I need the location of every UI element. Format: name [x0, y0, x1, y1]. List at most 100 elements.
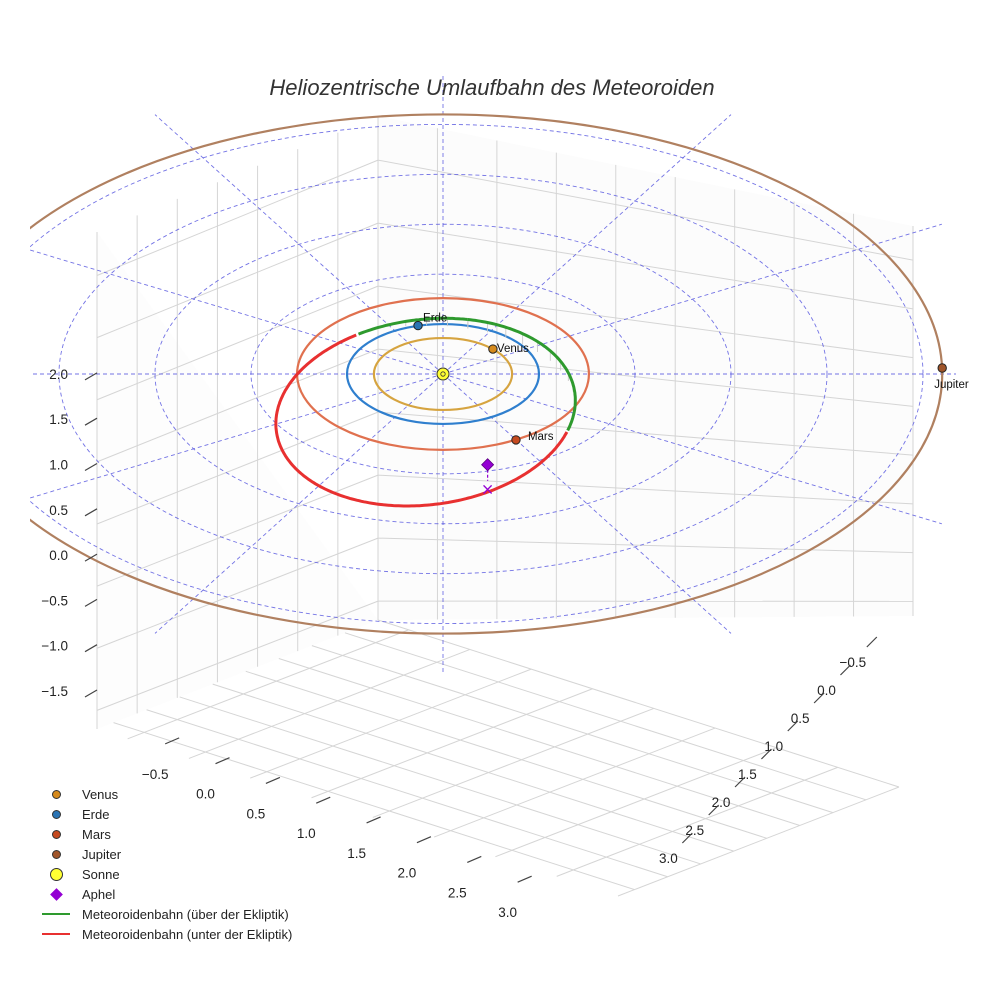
floor-grid-line	[113, 722, 635, 891]
legend-marker	[38, 904, 74, 924]
floor-grid-line	[311, 645, 834, 814]
legend-swatch	[51, 809, 61, 819]
legend-label: Sonne	[82, 866, 120, 882]
y-tick-label: 0.0	[817, 683, 836, 698]
x-tick	[467, 855, 482, 864]
legend-item: Meteoroidenbahn (über der Ekliptik)	[38, 904, 292, 924]
wall-grid-line	[377, 222, 914, 310]
x-tick	[366, 816, 381, 824]
z-tick	[84, 553, 98, 562]
y-tick-label: −0.5	[839, 655, 866, 670]
meteoroid-orbit-below	[274, 333, 569, 508]
floor-grid-line	[179, 696, 701, 865]
y-tick-label: 3.0	[659, 851, 678, 866]
floor-grid-line	[344, 632, 867, 801]
floor-grid-line	[617, 786, 900, 897]
legend-item: Sonne	[38, 864, 292, 884]
legend-label: Mars	[82, 826, 111, 842]
wall-grid-line	[96, 537, 379, 649]
y-tick	[760, 748, 772, 760]
wall-grid-line	[96, 159, 379, 276]
z-tick	[84, 644, 98, 653]
sun-marker	[436, 367, 450, 381]
y-tick	[813, 692, 825, 704]
wall-grid-line	[96, 348, 379, 463]
legend-label: Meteoroidenbahn (über der Ekliptik)	[82, 906, 289, 922]
orbit-erde	[345, 322, 541, 426]
floor-grid-line	[311, 688, 593, 799]
legend-label: Venus	[82, 786, 119, 802]
legend-label: Meteoroidenbahn (unter der Ekliptik)	[82, 926, 293, 942]
y-tick	[708, 804, 720, 816]
x-tick	[215, 757, 230, 765]
side-pane	[97, 232, 378, 729]
x-tick	[164, 737, 180, 745]
meteoroid-orbit	[274, 316, 577, 508]
legend-marker	[38, 924, 74, 944]
legend-swatch	[49, 867, 63, 881]
legend-swatch	[42, 933, 70, 935]
floor-grid-line	[433, 727, 716, 838]
y-tick	[734, 776, 746, 788]
z-tick-label: 2.0	[49, 367, 68, 382]
y-tick	[681, 832, 693, 844]
legend-marker	[38, 884, 74, 904]
planet-label-jupiter: Jupiter	[934, 379, 969, 391]
legend-swatch	[51, 829, 61, 839]
chart-legend: Venus Erde Mars Jupiter Sonne Aphel Meteoroide…	[38, 784, 292, 944]
aphel-marker	[481, 458, 495, 472]
legend-label: Erde	[82, 806, 110, 822]
legend-label: Aphel	[82, 886, 116, 902]
wall-grid-line	[377, 411, 914, 456]
floor-grid-line	[372, 707, 655, 818]
z-tick-label: 1.0	[49, 458, 68, 473]
floor-grid-line	[377, 619, 900, 788]
y-tick-label: 2.0	[712, 795, 731, 810]
legend-marker	[38, 784, 74, 804]
planet-label-erde: Erde	[423, 313, 447, 325]
wall-grid-line	[377, 348, 914, 407]
planet-venus	[488, 344, 498, 354]
z-tick-label: 0.5	[49, 503, 68, 518]
floor-grid-line	[250, 668, 532, 779]
planet-jupiter	[937, 363, 947, 373]
wall-grid-line	[96, 285, 379, 401]
orbit-venus	[372, 336, 514, 412]
wall-grid-line	[377, 474, 914, 505]
legend-marker	[38, 844, 74, 864]
z-tick	[84, 372, 98, 381]
legend-swatch	[51, 849, 61, 859]
wall-grid-line	[377, 159, 914, 261]
x-tick-label: 0.5	[246, 806, 265, 821]
floor-grid-line	[278, 657, 800, 826]
planet-mars	[511, 435, 521, 445]
floor-grid-line	[188, 649, 471, 759]
orbits	[30, 113, 944, 635]
wall-grid-line	[377, 537, 914, 554]
legend-item: Jupiter	[38, 844, 292, 864]
z-tick-label: 1.5	[49, 412, 68, 427]
back-pane	[378, 116, 913, 620]
y-tick-label: 1.0	[764, 739, 783, 754]
y-tick-label: 2.5	[685, 823, 704, 838]
z-tick-label: −0.5	[41, 593, 68, 608]
z-tick	[84, 462, 98, 472]
legend-item: Meteoroidenbahn (unter der Ekliptik)	[38, 924, 292, 944]
reference-radial	[30, 249, 444, 375]
wall-grid-line	[96, 411, 379, 525]
chart-title: Heliozentrische Umlaufbahn des Meteoroid…	[269, 75, 714, 100]
legend-swatch	[42, 913, 70, 915]
orbit-jupiter	[30, 113, 944, 635]
x-tick-label: 0.0	[196, 787, 215, 802]
y-tick-label: 0.5	[791, 711, 810, 726]
x-tick	[517, 875, 532, 883]
floor-grid-line	[146, 709, 668, 878]
x-tick	[265, 776, 281, 784]
legend-item: Erde	[38, 804, 292, 824]
y-tick	[787, 720, 799, 732]
sun-center	[440, 371, 446, 377]
legend-marker	[38, 864, 74, 884]
x-tick-label: 1.5	[347, 846, 366, 861]
axis-grid	[96, 116, 914, 897]
planet-label-mars: Mars	[528, 431, 554, 443]
